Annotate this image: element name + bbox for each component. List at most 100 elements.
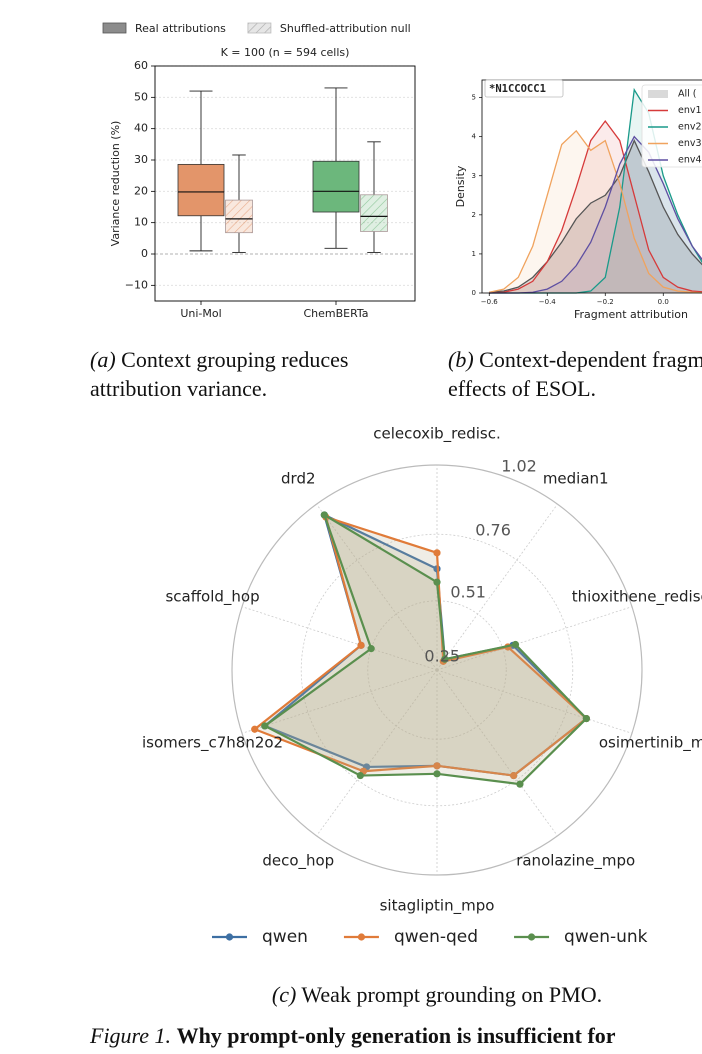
category-label: deco_hop — [262, 851, 334, 870]
category-label: osimertinib_mpo — [599, 733, 702, 752]
radar-point — [433, 770, 441, 778]
y-tick-label: 5 — [472, 94, 476, 102]
radar-point — [357, 641, 365, 649]
y-tick-label: 10 — [134, 216, 148, 229]
radar-point — [511, 640, 520, 649]
caption-a: (a) Context grouping reduces attribution… — [90, 345, 442, 403]
legend-swatch-marker — [357, 933, 366, 941]
legend-label: env4 — [678, 155, 702, 166]
x-tick-label: −0.2 — [597, 298, 614, 306]
box — [177, 163, 225, 217]
y-tick-label: 40 — [134, 122, 148, 135]
legend-label: qwen-qed — [394, 927, 478, 947]
x-tick-label: 0.0 — [658, 298, 669, 306]
density-area — [489, 140, 702, 293]
legend-swatch — [247, 22, 272, 34]
ring — [300, 533, 574, 807]
caption-text: Context-dependent fragment effects of ES… — [448, 347, 702, 401]
legend-swatch — [648, 90, 668, 98]
caption-label: (c) — [271, 982, 297, 1007]
y-tick-label: 50 — [134, 90, 148, 103]
radar-point — [433, 762, 441, 770]
r-tick-label: 0.76 — [475, 521, 511, 540]
caption-c: (c) Weak prompt grounding on PMO. — [137, 980, 702, 1009]
radar-point — [356, 771, 364, 780]
legend-swatch-marker — [225, 933, 234, 941]
radar-point — [433, 578, 441, 586]
category-label: drd2 — [281, 470, 316, 488]
y-tick-label: 0 — [472, 289, 476, 297]
r-tick-label: 1.02 — [501, 456, 537, 475]
radar-point — [582, 714, 590, 723]
legend-box — [641, 84, 702, 168]
legend-label: qwen-unk — [564, 927, 648, 947]
category-label: celecoxib_redisc. — [373, 425, 501, 444]
r-tick-label: 0.51 — [450, 582, 486, 601]
y-tick-label: 60 — [134, 59, 148, 72]
caption-b: (b) Context-dependent fragment effects o… — [448, 345, 702, 403]
y-axis-label: Variance reduction (%) — [109, 121, 122, 247]
y-tick-label: −10 — [125, 278, 148, 291]
y-tick-label: 1 — [472, 250, 476, 258]
y-tick-label: 3 — [472, 172, 476, 180]
legend-label: qwen — [262, 927, 308, 947]
radar-point — [516, 780, 524, 788]
box — [225, 199, 253, 234]
caption-text: Context grouping reduces attribution var… — [90, 347, 349, 401]
figure-label: Figure 1. — [90, 1023, 172, 1048]
figure-caption: Figure 1. Why prompt-only generation is … — [90, 1021, 616, 1050]
density-area — [489, 121, 702, 293]
x-axis-label: Fragment attribution — [574, 308, 688, 321]
radar-point — [441, 655, 449, 663]
annotation-box — [484, 79, 564, 98]
category-label: thioxithene_rediscovery — [572, 588, 702, 607]
density-area — [489, 130, 702, 293]
x-tick-label: −0.6 — [481, 298, 499, 306]
y-tick-label: 20 — [134, 184, 148, 197]
legend-label: Real attributions — [135, 22, 226, 35]
category-label: median1 — [543, 470, 609, 488]
chart-title: K = 100 (n = 594 cells) — [221, 46, 350, 59]
plot-frame — [154, 65, 416, 302]
radar-point — [433, 549, 441, 557]
caption-label: (b) — [448, 347, 474, 372]
radar-point — [261, 722, 269, 730]
figure-caption-text: Why prompt-only generation is insufficie… — [176, 1023, 616, 1048]
y-tick-label: 0 — [141, 247, 148, 260]
category-label: sitagliptin_mpo — [380, 897, 495, 916]
x-tick-label: −0.4 — [539, 298, 557, 306]
legend-label: env3 — [678, 138, 702, 149]
category-label: isomers_c7h8n2o2 — [142, 733, 283, 752]
y-tick-label: 30 — [134, 153, 148, 166]
density-area — [489, 136, 702, 293]
density-line — [489, 138, 702, 293]
caption-text: Weak prompt grounding on PMO. — [301, 982, 603, 1007]
density-line — [489, 129, 702, 294]
y-tick-label: 4 — [472, 133, 477, 141]
category-label: ranolazine_mpo — [516, 851, 635, 870]
radar-point — [320, 511, 328, 519]
legend-label: Shuffled-attribution null — [280, 22, 411, 35]
category-label: scaffold_hop — [165, 588, 259, 607]
box — [312, 160, 360, 213]
legend-swatch-marker — [527, 933, 536, 941]
legend-swatch — [102, 22, 127, 34]
legend-label: All ( — [678, 89, 697, 100]
y-axis-label: Density — [454, 165, 467, 207]
box — [360, 194, 388, 232]
caption-label: (a) — [90, 347, 116, 372]
radar-point — [251, 725, 259, 733]
density-line — [489, 119, 702, 294]
radar-point — [510, 771, 518, 780]
density-line — [489, 135, 702, 294]
r-tick-label: 0.25 — [424, 647, 460, 666]
legend-label: env1 — [678, 105, 702, 116]
x-tick-label: ChemBERTa — [303, 307, 368, 320]
annotation: *N1CCOCC1 — [489, 83, 546, 95]
x-tick-label: Uni-Mol — [180, 307, 221, 320]
plot-frame — [481, 79, 702, 294]
radar-point — [367, 645, 375, 653]
legend-label: env2 — [678, 122, 702, 133]
